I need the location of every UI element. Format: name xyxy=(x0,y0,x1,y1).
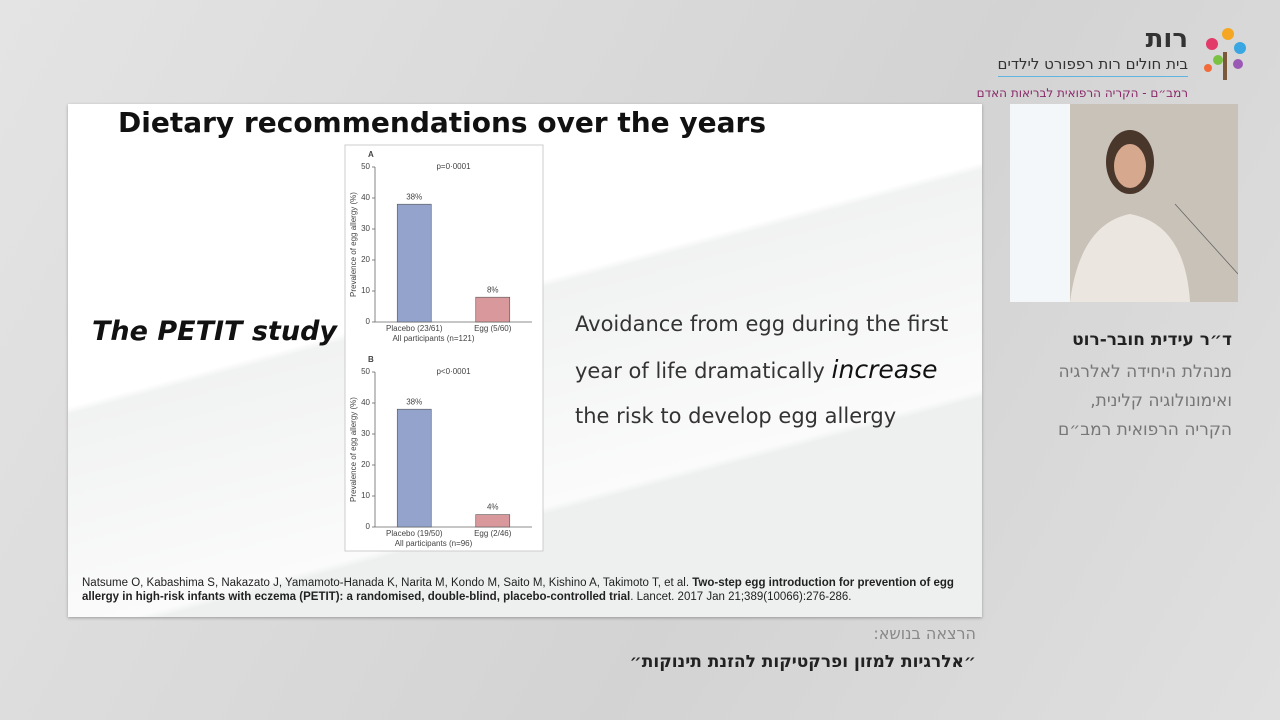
lecture-topic: ״אלרגיות למזון ופרקטיקות להזנת תינוקות״ xyxy=(629,652,976,672)
bar xyxy=(475,296,511,323)
panel-label: A xyxy=(368,150,374,159)
hospital-name: בית חולים רות רפפורט לילדים xyxy=(997,55,1188,77)
bar xyxy=(396,203,432,323)
p-value: p=0·0001 xyxy=(436,162,471,171)
lecture-label: הרצאה בנושא: xyxy=(873,624,976,643)
x-tick-label: Placebo (23/61) xyxy=(386,324,443,333)
bar xyxy=(396,408,432,528)
y-tick-label: 30 xyxy=(361,224,370,233)
figure-panel xyxy=(344,144,544,552)
logo-text: רות xyxy=(1145,24,1188,54)
value-label: 38% xyxy=(406,192,422,201)
speaker-video xyxy=(1010,104,1238,302)
citation-journal: . Lancet. 2017 Jan 21;389(10066):276-286… xyxy=(630,591,852,603)
x-tick-label: Egg (5/60) xyxy=(474,324,512,333)
role-line: הקריה הרפואית רמב״ם xyxy=(1058,420,1232,440)
y-axis-label: Prevalence of egg allergy (%) xyxy=(349,397,358,502)
body-text: the risk to develop egg allergy xyxy=(575,404,897,428)
bar xyxy=(475,514,511,528)
y-tick-label: 20 xyxy=(361,460,370,469)
role-line: ואימונולוגיה קלינית, xyxy=(1090,391,1232,411)
campus-name: רמב״ם - הקריה הרפואית לבריאות האדם xyxy=(976,86,1188,100)
y-tick-label: 10 xyxy=(361,286,370,295)
y-tick-label: 30 xyxy=(361,429,370,438)
speaker-figure xyxy=(1010,104,1238,302)
logo-tree xyxy=(1204,28,1246,80)
y-tick-label: 50 xyxy=(361,162,370,171)
speaker-name: ד״ר עידית חובר-רוט xyxy=(1072,330,1232,350)
p-value: p<0·0001 xyxy=(436,367,471,376)
citation-authors: Natsume O, Kabashima S, Nakazato J, Yama… xyxy=(82,577,690,589)
value-label: 4% xyxy=(487,503,499,512)
y-tick-label: 10 xyxy=(361,491,370,500)
y-axis-label: Prevalence of egg allergy (%) xyxy=(349,192,358,297)
value-label: 38% xyxy=(406,397,422,406)
panel-label: B xyxy=(368,355,374,364)
value-label: 8% xyxy=(487,285,499,294)
citation: Natsume O, Kabashima S, Nakazato J, Yama… xyxy=(82,576,962,604)
x-axis-label: All participants (n=121) xyxy=(392,334,474,343)
slide-body: Avoidance from egg during the first year… xyxy=(575,302,975,439)
y-tick-label: 20 xyxy=(361,255,370,264)
speaker-role: מנהלת היחידה לאלרגיה ואימונולוגיה קלינית… xyxy=(1058,358,1232,445)
body-text: Avoidance from egg during the first year… xyxy=(575,312,949,383)
x-tick-label: Placebo (19/50) xyxy=(386,529,443,538)
y-tick-label: 40 xyxy=(361,398,370,407)
citation-article: Two-step egg introduction for prevention… xyxy=(82,577,954,603)
x-tick-label: Egg (2/46) xyxy=(474,529,512,538)
slide-title: Dietary recommendations over the years xyxy=(118,106,767,139)
study-name: The PETIT study xyxy=(92,316,337,347)
y-tick-label: 50 xyxy=(361,367,370,376)
x-axis-label: All participants (n=96) xyxy=(395,539,473,548)
y-tick-label: 40 xyxy=(361,193,370,202)
role-line: מנהלת היחידה לאלרגיה xyxy=(1058,362,1232,382)
y-tick-label: 0 xyxy=(366,317,371,326)
y-tick-label: 0 xyxy=(366,522,371,531)
body-emphasis: increase xyxy=(831,355,938,384)
